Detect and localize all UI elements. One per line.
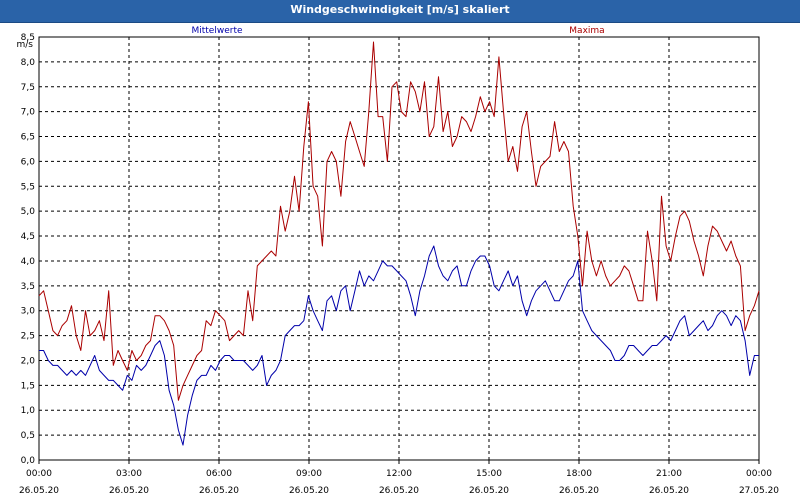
x-tick-date: 26.05.20: [289, 486, 329, 496]
y-tick-label: 3,0: [21, 307, 36, 317]
x-axis: 00:00 26.05.20 03:00 26.05.20 06:00 26.05.20 0…: [19, 460, 779, 496]
x-tick-time: 12:00: [386, 469, 412, 479]
y-tick-label: 4,0: [21, 257, 36, 267]
x-tick-time: 09:00: [296, 469, 322, 479]
series-layer: [38, 41, 760, 446]
x-tick-date: 26.05.20: [469, 486, 509, 496]
series-line-mittelwerte: [39, 245, 759, 446]
x-tick-time: 18:00: [566, 469, 592, 479]
y-tick-label: 7,0: [21, 108, 36, 118]
x-tick-time: 21:00: [656, 469, 682, 479]
series-line-maxima: [38, 41, 760, 401]
window-title: Windgeschwindigkeit [m/s] skaliert: [0, 0, 800, 23]
y-axis: 0,0 0,5 1,0 1,5 2,0 2,5 3,0 3,5 4,0 4,5 5,0 5,5 6,0 6…: [21, 33, 36, 466]
x-tick-time: 00:00: [746, 469, 772, 479]
x-tick-time: 06:00: [206, 469, 232, 479]
y-tick-label: 3,5: [21, 282, 35, 292]
x-tick-date: 26.05.20: [649, 486, 689, 496]
y-tick-label: 7,5: [21, 83, 35, 93]
y-axis-label: m/s: [17, 40, 34, 50]
x-tick-date: 26.05.20: [379, 486, 419, 496]
chart-grid: [39, 37, 759, 460]
legend-mittelwerte: Mittelwerte: [191, 26, 242, 36]
x-tick-date: 27.05.20: [739, 486, 779, 496]
y-tick-label: 6,5: [21, 133, 35, 143]
x-tick-date: 26.05.20: [559, 486, 599, 496]
y-tick-label: 6,0: [21, 157, 36, 167]
y-tick-label: 4,5: [21, 232, 35, 242]
y-tick-label: 8,0: [21, 58, 36, 68]
y-tick-label: 8,5: [21, 33, 35, 43]
y-tick-label: 5,0: [21, 207, 36, 217]
y-tick-label: 2,5: [21, 332, 35, 342]
legend-maxima: Maxima: [569, 26, 604, 36]
y-tick-label: 5,5: [21, 182, 35, 192]
x-tick-time: 15:00: [476, 469, 502, 479]
y-tick-label: 1,5: [21, 381, 35, 391]
y-tick-label: 1,0: [21, 406, 36, 416]
x-tick-time: 00:00: [26, 469, 52, 479]
y-tick-label: 0,0: [21, 456, 36, 466]
x-tick-time: 03:00: [116, 469, 142, 479]
y-tick-label: 0,5: [21, 431, 35, 441]
x-tick-date: 26.05.20: [19, 486, 59, 496]
x-tick-date: 26.05.20: [199, 486, 239, 496]
y-tick-label: 2,0: [21, 356, 36, 366]
x-tick-date: 26.05.20: [109, 486, 149, 496]
